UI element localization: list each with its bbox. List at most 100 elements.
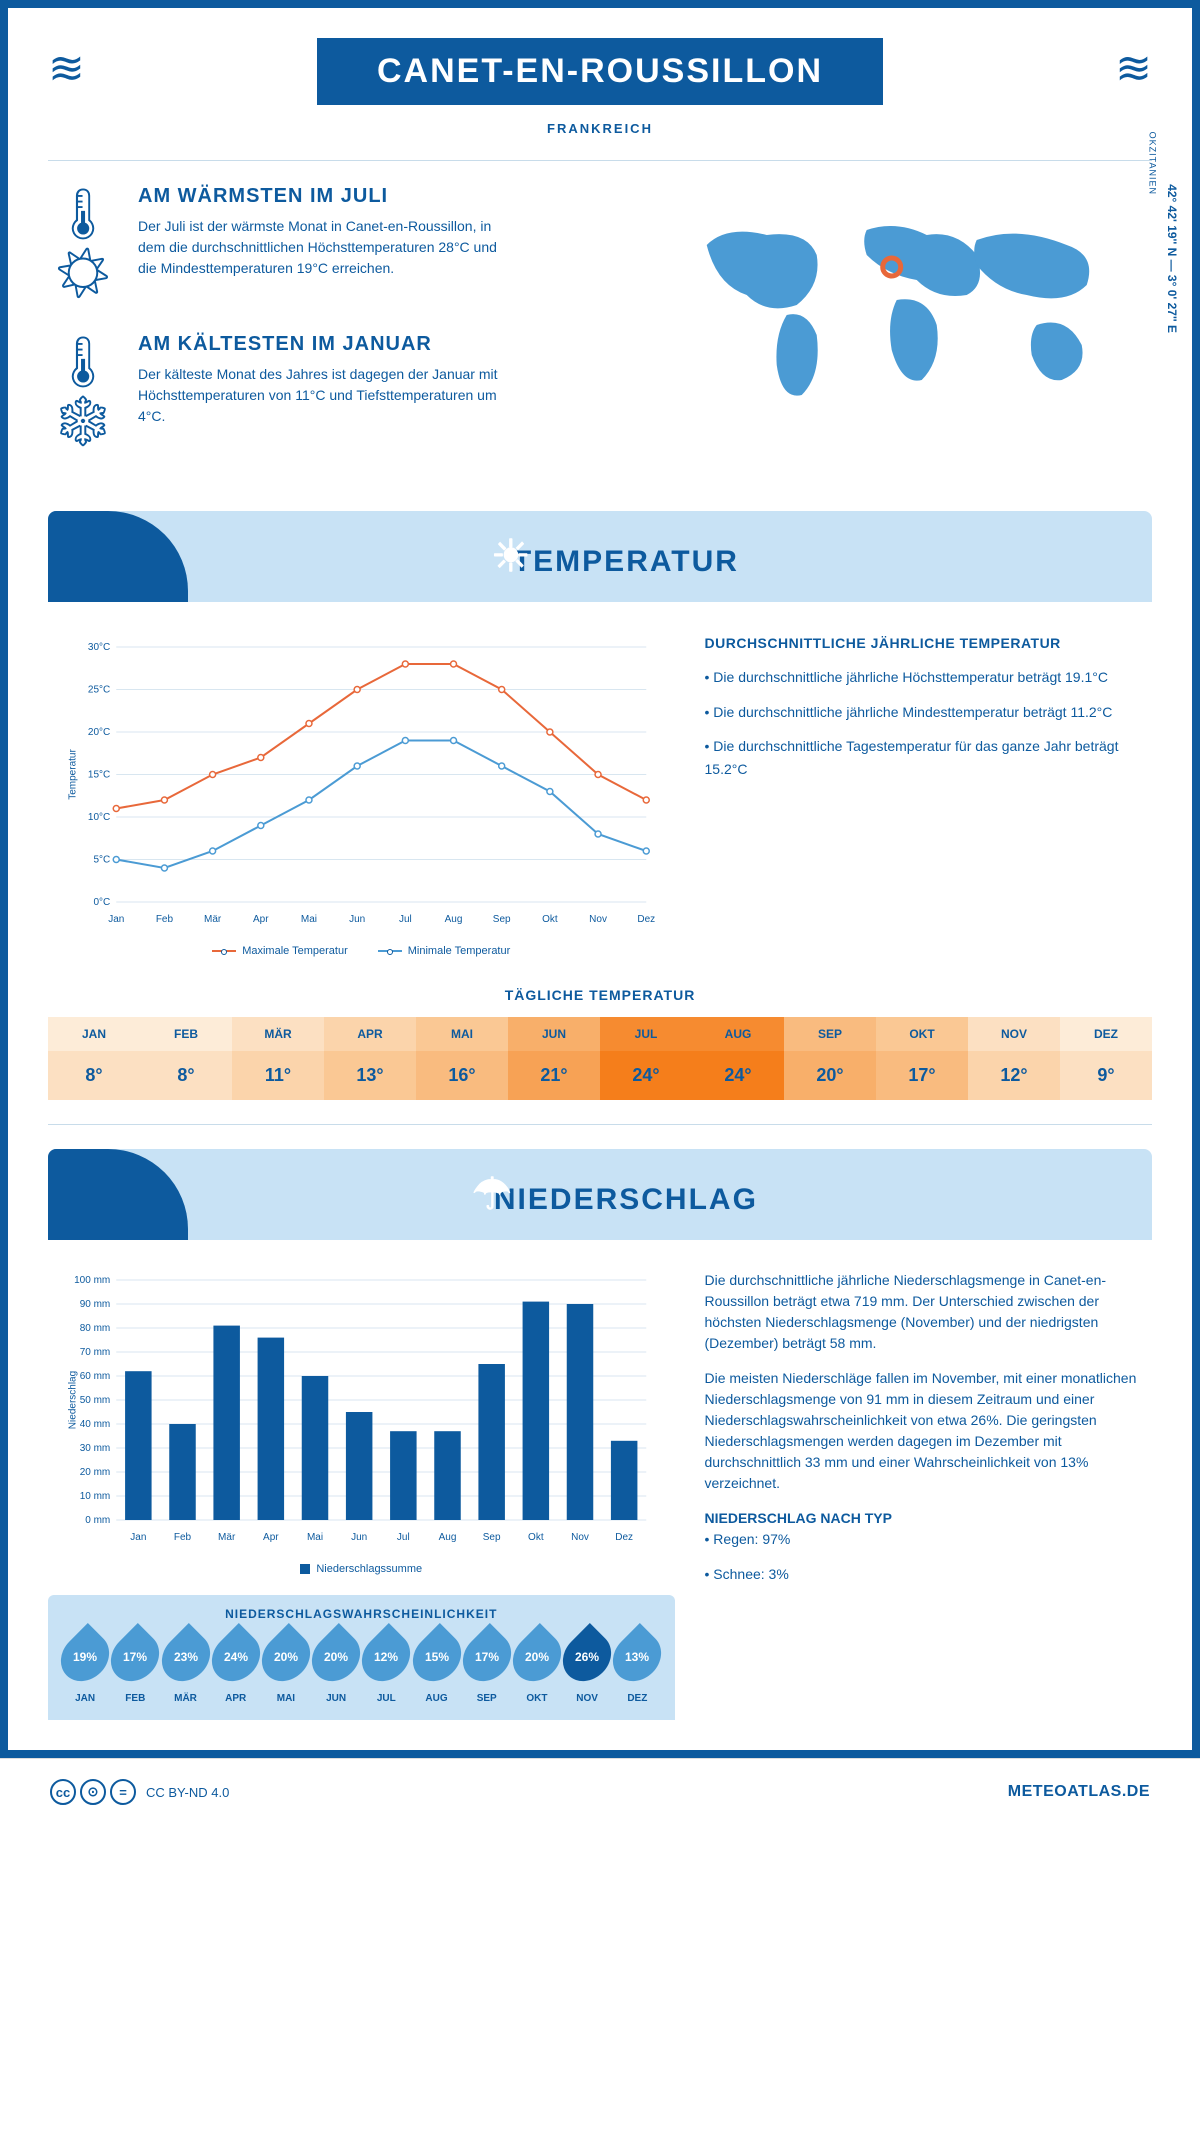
daily-col: JUL 24° <box>600 1017 692 1100</box>
svg-text:Feb: Feb <box>156 914 174 925</box>
prob-title: NIEDERSCHLAGSWAHRSCHEINLICHKEIT <box>60 1607 663 1621</box>
temperature-section-title: TEMPERATUR <box>513 545 739 578</box>
svg-text:40 mm: 40 mm <box>80 1419 111 1430</box>
temp-bullet-2: • Die durchschnittliche jährliche Mindes… <box>705 701 1153 723</box>
daily-col: APR 13° <box>324 1017 416 1100</box>
page-title: CANET-EN-ROUSSILLON <box>317 38 883 105</box>
svg-text:100 mm: 100 mm <box>74 1275 110 1286</box>
world-map-icon <box>641 185 1152 425</box>
svg-text:Okt: Okt <box>528 1532 544 1543</box>
map-block: OKZITANIEN 42° 42' 19'' N — 3° 0' 27'' E <box>641 185 1152 481</box>
svg-text:Sep: Sep <box>483 1532 501 1543</box>
daily-col: NOV 12° <box>968 1017 1060 1100</box>
svg-text:Mär: Mär <box>204 914 222 925</box>
prob-item: 20% MAI <box>261 1631 311 1704</box>
svg-text:20°C: 20°C <box>88 727 110 738</box>
warmest-text: Der Juli ist der wärmste Monat in Canet-… <box>138 216 518 279</box>
svg-text:90 mm: 90 mm <box>80 1299 111 1310</box>
precip-type-rain: • Regen: 97% <box>705 1529 1153 1550</box>
svg-text:Mär: Mär <box>218 1532 236 1543</box>
svg-text:0°C: 0°C <box>93 897 110 908</box>
thermometer-hot-icon: 🌡☀ <box>48 185 118 303</box>
temperature-section-banner: ☀ TEMPERATUR <box>48 511 1152 602</box>
coldest-block: 🌡❄ AM KÄLTESTEN IM JANUAR Der kälteste M… <box>48 333 611 451</box>
svg-text:10 mm: 10 mm <box>80 1491 111 1502</box>
daily-temp-title: TÄGLICHE TEMPERATUR <box>48 987 1152 1003</box>
prob-item: 19% JAN <box>60 1631 110 1704</box>
prob-item: 17% FEB <box>110 1631 160 1704</box>
svg-text:0 mm: 0 mm <box>85 1515 110 1526</box>
daily-col: JUN 21° <box>508 1017 600 1100</box>
svg-text:Aug: Aug <box>439 1532 457 1543</box>
coldest-title: AM KÄLTESTEN IM JANUAR <box>138 333 518 356</box>
svg-text:Aug: Aug <box>445 914 463 925</box>
temperature-chart: 0°C5°C10°C15°C20°C25°C30°CJanFebMärAprMa… <box>48 632 675 957</box>
warmest-title: AM WÄRMSTEN IM JULI <box>138 185 518 208</box>
svg-text:70 mm: 70 mm <box>80 1347 111 1358</box>
brand-label: METEOATLAS.DE <box>1008 1783 1150 1801</box>
svg-text:Mai: Mai <box>307 1532 323 1543</box>
svg-text:Jul: Jul <box>399 914 412 925</box>
svg-text:Jan: Jan <box>130 1532 146 1543</box>
daily-temp-table: JAN 8° FEB 8° MÄR 11° APR 13° MAI 16° JU… <box>48 1017 1152 1100</box>
footer: cc⊙= CC BY-ND 4.0 METEOATLAS.DE <box>0 1758 1200 1825</box>
region-label: OKZITANIEN <box>1147 132 1157 195</box>
temp-legend: Maximale Temperatur Minimale Temperatur <box>48 945 675 957</box>
divider <box>48 160 1152 161</box>
daily-col: FEB 8° <box>140 1017 232 1100</box>
temp-text-title: DURCHSCHNITTLICHE JÄHRLICHE TEMPERATUR <box>705 632 1153 654</box>
svg-text:Nov: Nov <box>589 914 607 925</box>
daily-col: AUG 24° <box>692 1017 784 1100</box>
precip-section-title: NIEDERSCHLAG <box>494 1183 758 1216</box>
svg-text:Temperatur: Temperatur <box>67 749 78 800</box>
precip-type-snow: • Schnee: 3% <box>705 1564 1153 1585</box>
svg-text:Jun: Jun <box>351 1532 367 1543</box>
country-label: FRANKREICH <box>48 121 1152 136</box>
daily-col: OKT 17° <box>876 1017 968 1100</box>
prob-item: 13% DEZ <box>612 1631 662 1704</box>
precip-para-1: Die durchschnittliche jährliche Niedersc… <box>705 1270 1153 1354</box>
precip-section-banner: ☂ NIEDERSCHLAG <box>48 1149 1152 1240</box>
prob-item: 20% OKT <box>512 1631 562 1704</box>
temp-bullet-1: • Die durchschnittliche jährliche Höchst… <box>705 666 1153 688</box>
svg-text:Feb: Feb <box>174 1532 192 1543</box>
daily-col: SEP 20° <box>784 1017 876 1100</box>
svg-text:Mai: Mai <box>301 914 317 925</box>
svg-text:20 mm: 20 mm <box>80 1467 111 1478</box>
temp-bullet-3: • Die durchschnittliche Tagestemperatur … <box>705 735 1153 780</box>
svg-text:80 mm: 80 mm <box>80 1323 111 1334</box>
daily-col: MÄR 11° <box>232 1017 324 1100</box>
license-label: CC BY-ND 4.0 <box>146 1785 229 1800</box>
svg-text:Dez: Dez <box>615 1532 633 1543</box>
svg-text:30°C: 30°C <box>88 642 110 653</box>
svg-text:Jul: Jul <box>397 1532 410 1543</box>
svg-text:60 mm: 60 mm <box>80 1371 111 1382</box>
daily-col: DEZ 9° <box>1060 1017 1152 1100</box>
svg-text:Jan: Jan <box>108 914 124 925</box>
svg-text:Apr: Apr <box>253 914 269 925</box>
prob-item: 17% SEP <box>462 1631 512 1704</box>
precip-type-title: NIEDERSCHLAG NACH TYP <box>705 1508 1153 1529</box>
coordinates: 42° 42' 19'' N — 3° 0' 27'' E <box>1165 184 1179 333</box>
precip-legend: Niederschlagssumme <box>48 1563 675 1575</box>
sun-icon: ☀ <box>491 532 532 581</box>
prob-item: 24% APR <box>211 1631 261 1704</box>
prob-item: 23% MÄR <box>160 1631 210 1704</box>
svg-text:5°C: 5°C <box>93 855 110 866</box>
divider <box>48 1124 1152 1125</box>
prob-item: 12% JUL <box>361 1631 411 1704</box>
svg-text:Apr: Apr <box>263 1532 279 1543</box>
header: ≋ ≋ CANET-EN-ROUSSILLON FRANKREICH <box>48 38 1152 136</box>
svg-text:25°C: 25°C <box>88 685 110 696</box>
svg-text:10°C: 10°C <box>88 812 110 823</box>
precip-para-2: Die meisten Niederschläge fallen im Nove… <box>705 1368 1153 1494</box>
svg-text:30 mm: 30 mm <box>80 1443 111 1454</box>
wind-icon-right: ≋ <box>1115 43 1152 94</box>
cc-icons: cc⊙= <box>50 1779 136 1805</box>
prob-item: 15% AUG <box>411 1631 461 1704</box>
prob-item: 26% NOV <box>562 1631 612 1704</box>
wind-icon-left: ≋ <box>48 43 85 94</box>
prob-item: 20% JUN <box>311 1631 361 1704</box>
thermometer-cold-icon: 🌡❄ <box>48 333 118 451</box>
svg-text:Dez: Dez <box>637 914 655 925</box>
